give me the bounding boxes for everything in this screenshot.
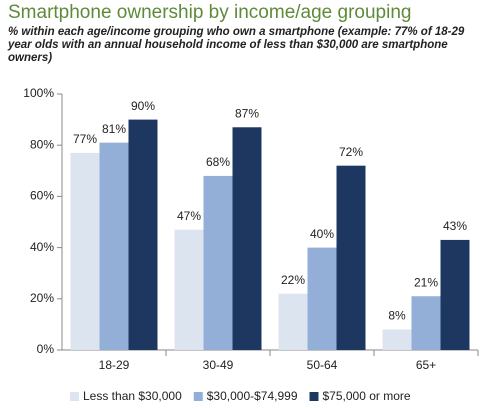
legend-swatch <box>70 392 79 401</box>
bar <box>336 165 366 350</box>
bar <box>203 175 233 350</box>
data-label: 22% <box>281 273 305 287</box>
legend-swatch <box>193 392 203 401</box>
bar <box>128 119 158 350</box>
data-label: 8% <box>388 309 406 323</box>
bar <box>440 239 470 350</box>
bar <box>278 293 308 350</box>
data-label: 90% <box>131 99 155 113</box>
y-tick-label: 20% <box>30 291 54 305</box>
chart-title: Smartphone ownership by income/age group… <box>8 2 412 23</box>
bar <box>174 229 204 350</box>
bar <box>307 247 337 350</box>
bar <box>411 296 441 350</box>
data-label: 87% <box>235 106 259 120</box>
legend-label: Less than $30,000 <box>83 389 182 403</box>
y-tick-label: 40% <box>30 240 54 254</box>
data-label: 40% <box>310 227 334 241</box>
chart-subtitle: % within each age/income grouping who ow… <box>8 26 465 64</box>
y-tick-label: 0% <box>37 342 55 356</box>
x-tick-label: 18-29 <box>99 358 130 372</box>
legend-label: $75,000 or more <box>323 389 411 403</box>
y-tick-label: 100% <box>23 86 54 100</box>
data-label: 21% <box>414 275 438 289</box>
bar <box>99 142 129 350</box>
legend-label: $30,000-$74,999 <box>207 389 298 403</box>
data-label: 77% <box>73 132 97 146</box>
data-label: 43% <box>443 219 467 233</box>
y-tick-label: 60% <box>30 189 54 203</box>
bar <box>232 127 262 350</box>
y-tick-label: 80% <box>30 137 54 151</box>
data-label: 81% <box>102 122 126 136</box>
x-tick-label: 30-49 <box>203 358 234 372</box>
x-tick-label: 65+ <box>416 358 436 372</box>
data-label: 68% <box>206 155 230 169</box>
legend-swatch <box>309 392 319 401</box>
bar <box>382 329 412 350</box>
data-label: 47% <box>177 209 201 223</box>
bar <box>70 152 100 350</box>
data-label: 72% <box>339 145 363 159</box>
x-tick-label: 50-64 <box>307 358 338 372</box>
